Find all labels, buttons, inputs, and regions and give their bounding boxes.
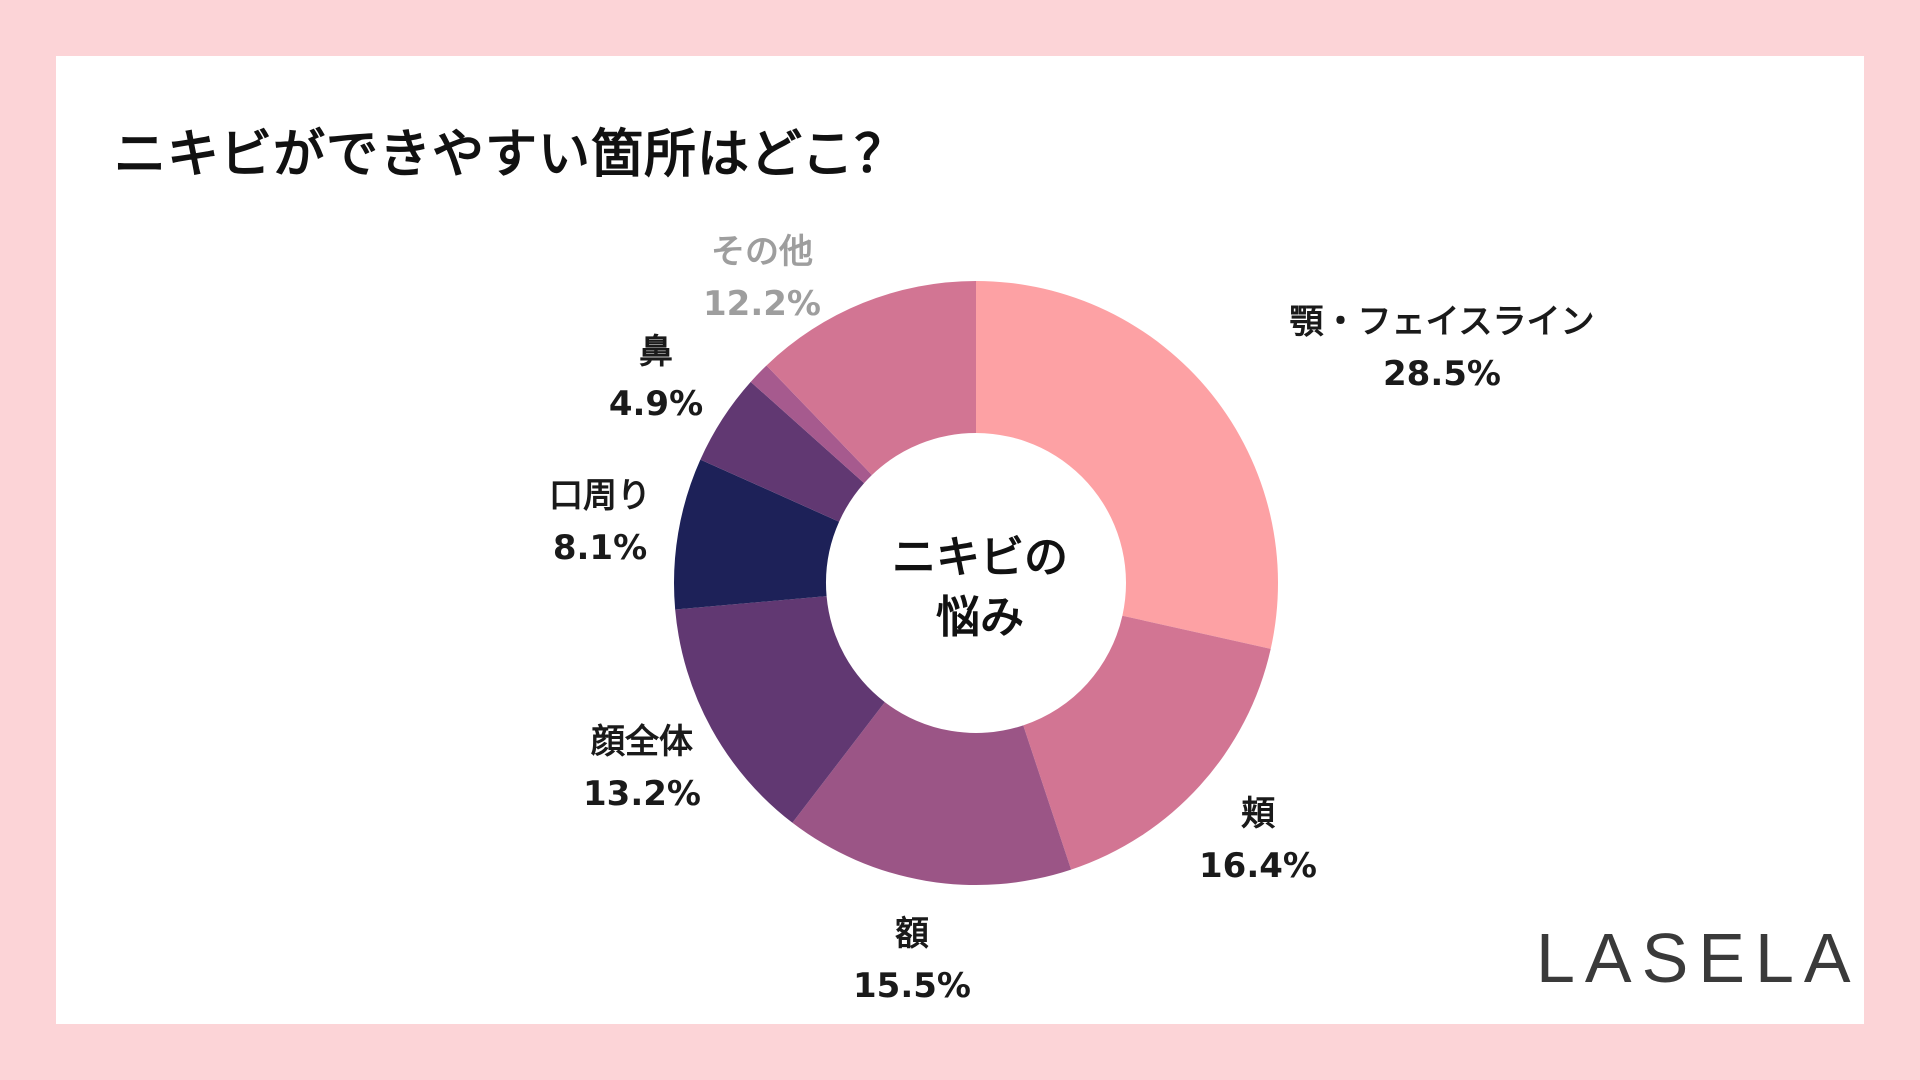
slice-label-other-value: 12.2% xyxy=(703,284,821,324)
donut-slice-small xyxy=(750,365,872,484)
slice-label-whole-face-name: 顔全体 xyxy=(591,722,693,762)
slice-label-other-name: その他 xyxy=(711,232,813,272)
donut-center-line2: 悩み xyxy=(936,592,1024,643)
slice-label-cheek: 頬 16.4% xyxy=(1199,788,1317,892)
donut-slice-jaw xyxy=(976,281,1278,649)
chart-title: ニキビができやすい箇所はどこ？ xyxy=(114,125,908,185)
donut-slice-other xyxy=(766,281,976,475)
slice-label-forehead-name: 額 xyxy=(895,914,929,954)
donut-slice-mouth xyxy=(674,459,840,610)
donut-center-line1: ニキビの xyxy=(892,532,1068,583)
slice-label-whole-face: 顔全体 13.2% xyxy=(583,716,701,820)
slice-label-mouth-value: 8.1% xyxy=(552,528,648,568)
slice-label-jaw: 顎・フェイスライン 28.5% xyxy=(1290,296,1595,400)
donut-slice-cheek xyxy=(1023,615,1271,870)
slice-label-cheek-name: 頬 xyxy=(1241,794,1275,834)
slice-label-jaw-name: 顎・フェイスライン xyxy=(1289,302,1595,342)
slice-label-forehead: 額 15.5% xyxy=(853,908,971,1012)
slice-label-cheek-value: 16.4% xyxy=(1199,846,1317,886)
donut-center-label: ニキビの 悩み xyxy=(892,528,1068,648)
slice-label-nose-name: 鼻 xyxy=(638,332,673,372)
slice-label-jaw-value: 28.5% xyxy=(1383,354,1501,394)
slice-label-forehead-value: 15.5% xyxy=(853,966,971,1006)
donut-slice-whole-face xyxy=(675,596,885,823)
slice-label-whole-face-value: 13.2% xyxy=(583,774,701,814)
lasela-logo: LASELA xyxy=(1536,919,1861,997)
slice-label-nose-value: 4.9% xyxy=(608,384,704,424)
donut-slice-forehead xyxy=(792,702,1072,885)
slice-label-mouth-name: 口周り xyxy=(549,476,651,516)
slice-label-mouth: 口周り 8.1% xyxy=(549,470,651,574)
slice-label-nose: 鼻 4.9% xyxy=(609,326,703,430)
donut-slice-nose xyxy=(700,381,865,522)
slice-label-other: その他 12.2% xyxy=(703,226,821,330)
